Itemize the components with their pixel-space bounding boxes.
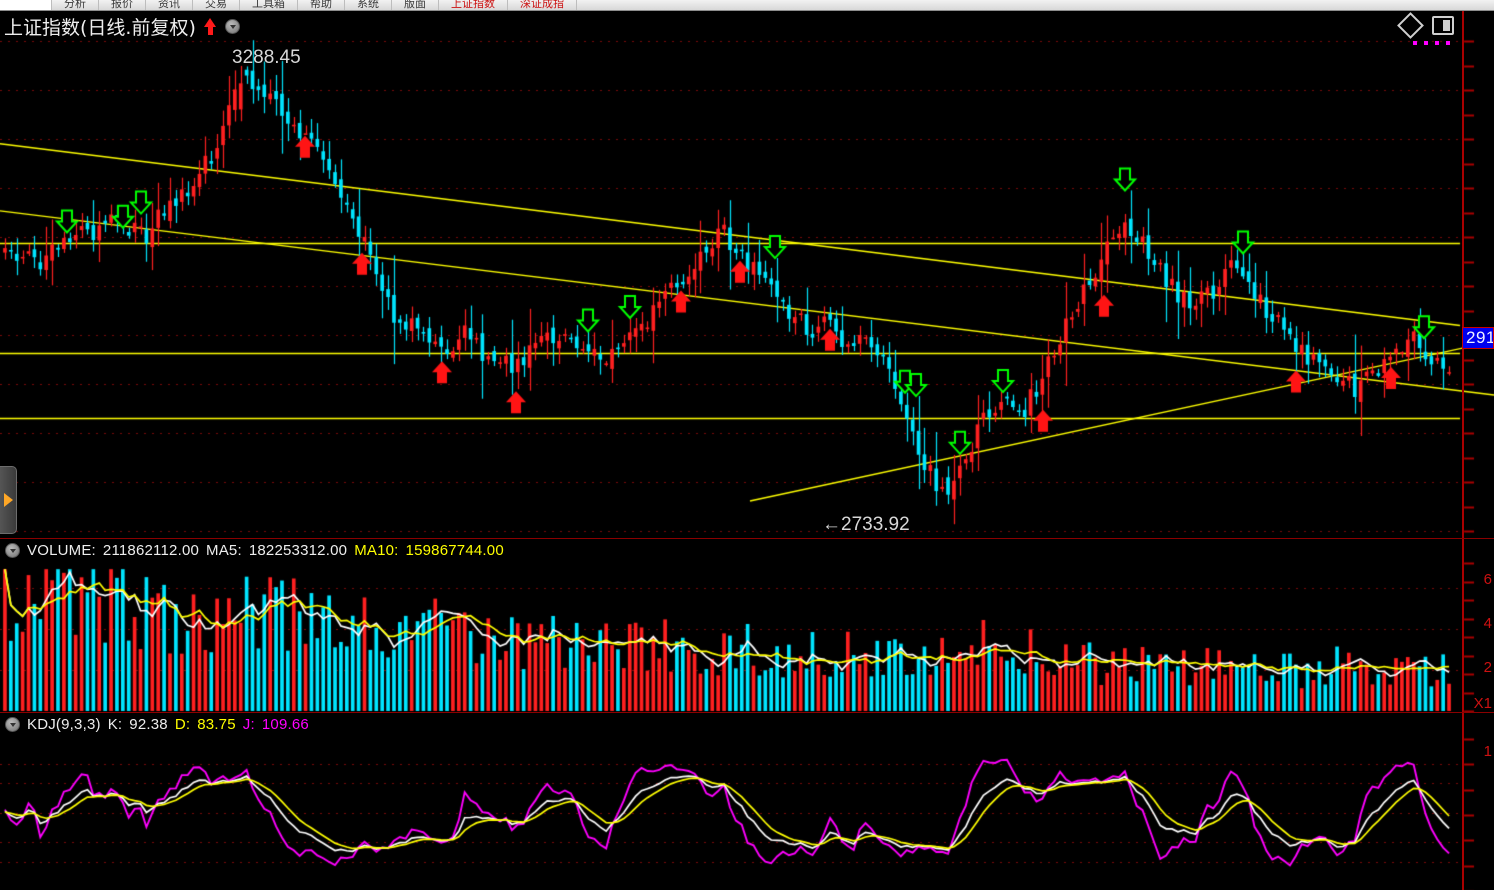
volume-unit-label: X1 — [1473, 695, 1492, 712]
toolbar-item-4[interactable]: 交易 — [193, 0, 240, 10]
kdj-j-value: 109.66 — [261, 715, 309, 733]
main-toolbar[interactable]: 分析 报价 资讯 交易 工具箱 帮助 系统 版面 上证指数 深证成指 — [0, 0, 1494, 11]
volume-axis-label: 2 — [1483, 659, 1492, 676]
toolbar-item-0[interactable] — [0, 0, 52, 10]
price-chart-canvas[interactable] — [0, 11, 1494, 538]
volume-chart-canvas[interactable] — [0, 539, 1494, 712]
chevron-down-circle-icon[interactable] — [224, 19, 240, 34]
volume-value: 211862112.00 — [102, 541, 200, 559]
volume-ma5-value: 182253312.00 — [248, 541, 348, 559]
kdj-j-label: J: — [242, 715, 255, 733]
left-panel-expander[interactable] — [0, 466, 17, 534]
toolbar-item-10[interactable]: 深证成指 — [508, 0, 577, 10]
price-chart-pane[interactable]: 上证指数(日线.前复权) 3288.45 ←2733.92 291 — [0, 11, 1494, 538]
kdj-collapse-icon[interactable] — [5, 716, 20, 732]
volume-axis-rail — [1462, 539, 1464, 712]
kdj-indicator-name: KDJ(9,3,3) — [27, 715, 101, 733]
high-price-label: 3288.45 — [232, 47, 301, 68]
volume-ma10-label: MA10: — [354, 541, 399, 559]
kdj-chart-pane[interactable]: KDJ(9,3,3) K: 92.38 D: 83.75 J: 109.66 1 — [0, 712, 1494, 890]
low-arrow-glyph: ← — [822, 514, 841, 535]
kdj-k-value: 92.38 — [129, 715, 168, 733]
price-pane-title: 上证指数(日线.前复权) — [4, 13, 240, 40]
dot-indicator — [1446, 41, 1450, 45]
volume-chart-pane[interactable]: VOLUME: 211862112.00 MA5: 182253312.00 M… — [0, 538, 1494, 712]
instrument-name: 上证指数(日线.前复权) — [4, 17, 196, 39]
volume-ma5-label: MA5: — [206, 541, 242, 559]
kdj-d-value: 83.75 — [197, 715, 236, 733]
diamond-icon[interactable] — [1397, 12, 1424, 39]
toolbar-item-1[interactable]: 分析 — [52, 0, 99, 10]
toolbar-item-3[interactable]: 资讯 — [146, 0, 193, 10]
toolbar-item-7[interactable]: 系统 — [345, 0, 392, 10]
kdj-pane-header: KDJ(9,3,3) K: 92.38 D: 83.75 J: 109.66 — [0, 713, 309, 735]
kdj-k-label: K: — [107, 715, 123, 733]
last-price-badge: 291 — [1462, 327, 1494, 349]
kdj-chart-canvas[interactable] — [0, 713, 1494, 890]
dot-indicator — [1424, 41, 1428, 45]
toolbar-item-2[interactable]: 报价 — [99, 0, 146, 10]
low-price-value: 2733.92 — [841, 514, 910, 535]
up-arrow-red-icon — [203, 18, 217, 35]
kdj-axis-rail — [1462, 713, 1464, 890]
toolbar-item-5[interactable]: 工具箱 — [240, 0, 298, 10]
price-axis-rail — [1462, 11, 1464, 538]
volume-axis-label: 6 — [1483, 571, 1492, 588]
toolbar-item-8[interactable]: 版面 — [392, 0, 439, 10]
dot-indicator — [1435, 41, 1439, 45]
dot-indicator — [1413, 41, 1417, 45]
magenta-dot-row — [1413, 41, 1450, 45]
toolbar-item-9[interactable]: 上证指数 — [439, 0, 508, 10]
low-price-label: ←2733.92 — [822, 514, 910, 536]
volume-pane-header: VOLUME: 211862112.00 MA5: 182253312.00 M… — [0, 539, 504, 561]
volume-collapse-icon[interactable] — [5, 542, 20, 558]
volume-indicator-name: VOLUME: — [27, 541, 96, 559]
toolbar-item-6[interactable]: 帮助 — [298, 0, 345, 10]
kdj-axis-label: 1 — [1483, 743, 1492, 760]
volume-axis-label: 4 — [1483, 615, 1492, 632]
volume-ma10-value: 159867744.00 — [405, 541, 504, 559]
kdj-d-label: D: — [174, 715, 191, 733]
chart-tool-icons[interactable] — [1397, 12, 1454, 39]
panel-layout-icon[interactable] — [1432, 16, 1454, 35]
